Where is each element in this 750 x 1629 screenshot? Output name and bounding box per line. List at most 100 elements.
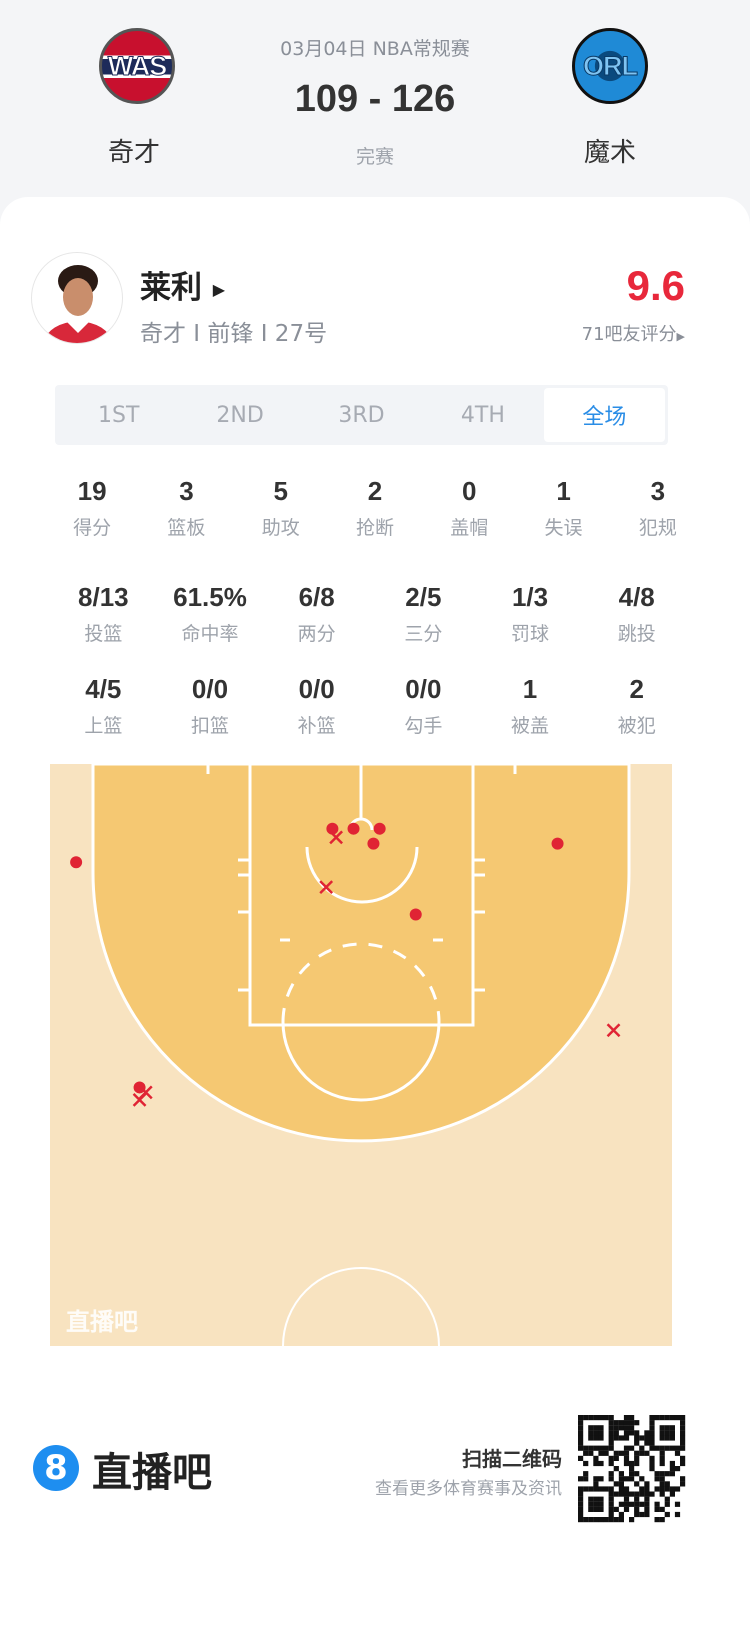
stat-label: 命中率 <box>181 623 239 645</box>
tab-full-game[interactable]: 全场 <box>543 388 666 442</box>
stat-抢断: 2 抢断 <box>328 476 422 540</box>
stat-value: 0/0 <box>405 674 442 704</box>
stat-助攻: 5 助攻 <box>234 476 328 540</box>
stat-犯规: 3 犯规 <box>611 476 705 540</box>
period-tabs: 1ST 2ND 3RD 4TH 全场 <box>55 385 668 445</box>
stats-row-basic: 19 得分 3 篮板 5 助攻 2 抢断 0 盖帽 1 失误 3 犯规 <box>45 476 705 540</box>
player-photo-icon <box>42 265 114 343</box>
stats-row-shot-types: 4/5 上篮 0/0 扣篮 0/0 补篮 0/0 勾手 1 被盖 2 被犯 <box>50 674 690 738</box>
game-status: 完赛 <box>355 146 394 168</box>
qr-code-icon[interactable] <box>578 1415 686 1523</box>
shot-chart: 直播吧 <box>50 764 672 1346</box>
stats-row-shooting: 8/13 投篮 61.5% 命中率 6/8 两分 2/5 三分 1/3 罚球 4/8 跳投 <box>50 582 690 646</box>
stat-value: 4/8 <box>618 582 655 612</box>
stat-value: 2/5 <box>405 582 442 612</box>
stat-value: 0 <box>462 476 477 506</box>
tab-3rd[interactable]: 3RD <box>338 402 385 428</box>
shot-missed <box>329 830 344 845</box>
shot-made <box>347 822 360 835</box>
stat-value: 1 <box>522 674 538 704</box>
stat-value: 61.5% <box>173 582 247 612</box>
stat-上篮: 4/5 上篮 <box>50 674 157 738</box>
player-name-text: 莱利 <box>140 270 202 306</box>
stat-补篮: 0/0 补篮 <box>263 674 370 738</box>
stat-label: 罚球 <box>511 623 550 645</box>
stat-label: 三分 <box>404 623 443 645</box>
stat-失误: 1 失误 <box>516 476 610 540</box>
stat-得分: 19 得分 <box>45 476 139 540</box>
shot-made <box>373 822 386 835</box>
stat-盖帽: 0 盖帽 <box>422 476 516 540</box>
game-date-league: 03月04日 NBA常规赛 <box>280 38 470 60</box>
stat-label: 补篮 <box>297 715 336 737</box>
stat-value: 3 <box>179 476 194 506</box>
shot-made <box>367 837 380 850</box>
stat-label: 助攻 <box>261 517 300 539</box>
rating-link[interactable]: 71吧友评分▶ <box>520 320 685 346</box>
stat-被犯: 2 被犯 <box>583 674 690 738</box>
shot-made <box>551 837 564 850</box>
stat-label: 投篮 <box>84 623 123 645</box>
rating-label: 71吧友评分 <box>581 324 677 345</box>
stat-value: 0/0 <box>191 674 229 704</box>
stat-label: 勾手 <box>404 715 443 737</box>
stat-value: 19 <box>77 476 107 506</box>
stat-value: 1 <box>556 476 571 506</box>
stat-label: 跳投 <box>617 623 656 645</box>
stat-label: 抢断 <box>355 517 394 539</box>
shot-missed <box>606 1023 621 1038</box>
player-avatar[interactable] <box>31 252 123 344</box>
stat-投篮: 8/13 投篮 <box>50 582 157 646</box>
stat-被盖: 1 被盖 <box>477 674 584 738</box>
stat-label: 盖帽 <box>450 517 489 539</box>
stat-label: 上篮 <box>84 715 123 737</box>
tab-2nd[interactable]: 2ND <box>216 402 264 428</box>
brand-name: 直播吧 <box>92 1450 212 1496</box>
team-logo-was[interactable]: WAS <box>99 28 175 104</box>
stat-label: 被犯 <box>617 715 656 737</box>
scan-title: 扫描二维码 <box>462 1447 562 1471</box>
stat-value: 5 <box>273 476 288 506</box>
court-lines <box>206 764 517 1346</box>
stat-value: 1/3 <box>511 582 549 612</box>
team-logo-orl[interactable]: ORL <box>572 28 648 104</box>
court-watermark: 直播吧 <box>66 1308 138 1336</box>
shot-missed <box>319 880 334 895</box>
caret-right-icon: ▶ <box>212 280 226 299</box>
stat-label: 犯规 <box>638 517 677 539</box>
three-point-area <box>91 764 631 1143</box>
stat-两分: 6/8 两分 <box>263 582 370 646</box>
stat-value: 2 <box>367 476 383 506</box>
stat-value: 6/8 <box>298 582 335 612</box>
stat-跳投: 4/8 跳投 <box>583 582 690 646</box>
home-team-name[interactable]: 奇才 <box>107 138 160 168</box>
stat-label: 得分 <box>73 517 112 539</box>
stat-罚球: 1/3 罚球 <box>477 582 584 646</box>
scan-subtitle: 查看更多体育赛事及资讯 <box>375 1479 562 1499</box>
shot-made <box>326 822 339 835</box>
stat-篮板: 3 篮板 <box>139 476 233 540</box>
away-team-name[interactable]: 魔术 <box>583 138 636 168</box>
stat-value: 2 <box>629 674 644 704</box>
stat-label: 两分 <box>297 623 336 645</box>
caret-right-icon: ▶ <box>676 330 685 343</box>
stat-value: 0/0 <box>298 674 335 704</box>
brand-logo-icon: 8 <box>33 1445 79 1491</box>
shot-missed <box>138 1085 153 1100</box>
shot-made <box>409 908 422 921</box>
shot-markers <box>70 822 621 1107</box>
stat-label: 失误 <box>544 517 583 539</box>
shot-made <box>70 856 83 869</box>
stat-label: 扣篮 <box>191 715 230 737</box>
tab-4th[interactable]: 4TH <box>460 402 505 428</box>
stat-扣篮: 0/0 扣篮 <box>157 674 264 738</box>
game-score: 109 - 126 <box>294 78 456 120</box>
stat-value: 4/5 <box>85 674 122 704</box>
stat-value: 3 <box>650 476 666 506</box>
tab-1st[interactable]: 1ST <box>98 402 140 428</box>
stat-label: 被盖 <box>511 715 550 737</box>
stat-value: 8/13 <box>78 582 129 612</box>
player-name[interactable]: 莱利 ▶ <box>140 262 225 307</box>
stat-勾手: 0/0 勾手 <box>370 674 477 738</box>
stat-三分: 2/5 三分 <box>370 582 477 646</box>
